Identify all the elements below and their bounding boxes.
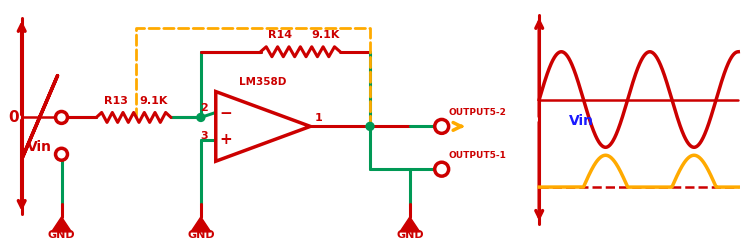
Text: 2: 2 (200, 103, 208, 114)
Text: Vin: Vin (27, 140, 52, 154)
Circle shape (56, 112, 68, 123)
Text: R14: R14 (268, 30, 292, 40)
Text: 0: 0 (8, 110, 19, 125)
Text: 9.1K: 9.1K (139, 95, 167, 106)
Circle shape (435, 120, 448, 133)
Polygon shape (191, 217, 211, 232)
Circle shape (366, 122, 374, 130)
Text: OUTPUT5-1: OUTPUT5-1 (448, 151, 506, 160)
Text: GND: GND (187, 230, 214, 240)
Polygon shape (400, 217, 420, 232)
Text: 3: 3 (200, 131, 208, 141)
Polygon shape (216, 92, 310, 161)
Text: Vin: Vin (569, 114, 594, 128)
Circle shape (435, 162, 448, 176)
Text: OUTPUT5-2: OUTPUT5-2 (448, 108, 506, 117)
Text: 1: 1 (314, 114, 322, 123)
Polygon shape (52, 217, 71, 232)
Circle shape (56, 148, 68, 160)
Text: −: − (219, 106, 232, 121)
Text: LM358D: LM358D (239, 77, 286, 87)
Text: GND: GND (48, 230, 75, 240)
Text: GND: GND (396, 230, 424, 240)
Text: 9.1K: 9.1K (311, 30, 340, 40)
Text: R13: R13 (104, 95, 128, 106)
Circle shape (196, 114, 205, 121)
Text: +: + (219, 132, 232, 147)
